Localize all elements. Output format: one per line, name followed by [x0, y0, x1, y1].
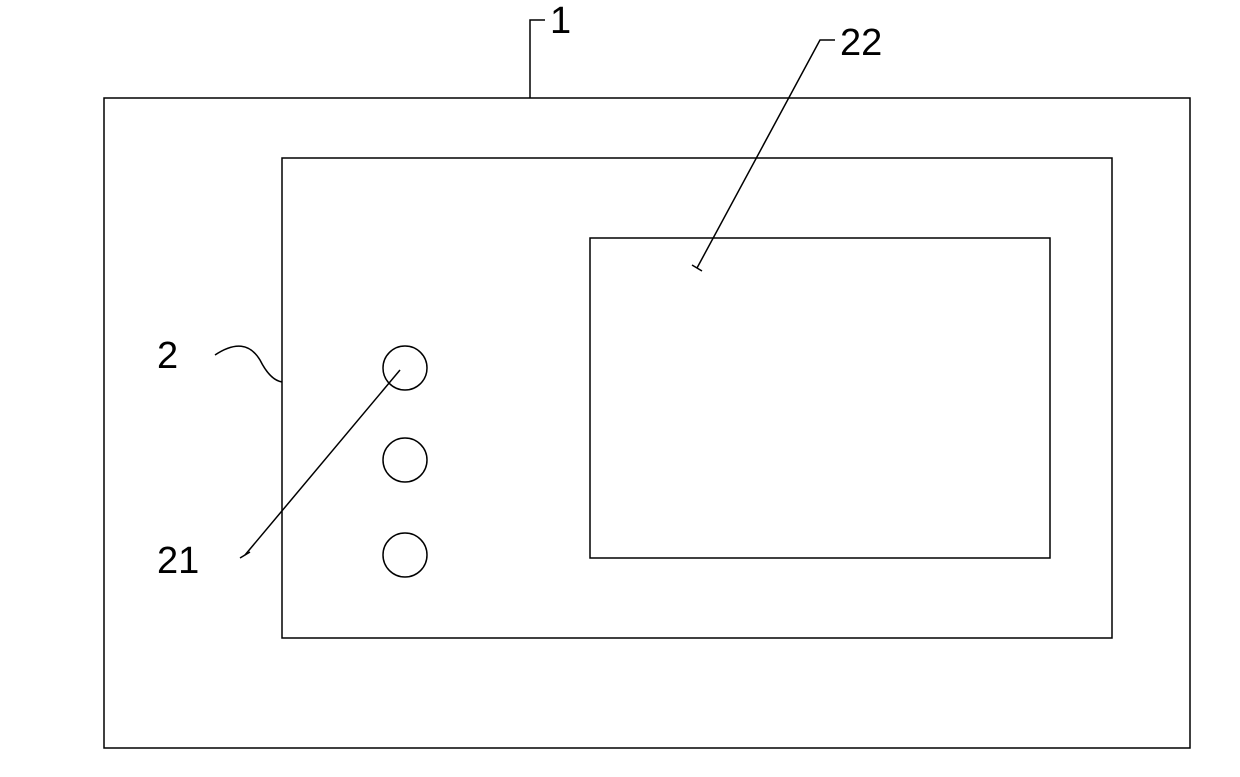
inner-rectangle — [282, 158, 1112, 638]
leader-21-startcap — [240, 552, 250, 558]
leader-22-endtick — [692, 265, 702, 271]
label-1: 1 — [550, 0, 571, 43]
leader-curve-2 — [215, 346, 282, 382]
leader-line-22 — [697, 40, 835, 268]
label-2: 2 — [157, 335, 178, 378]
outer-rectangle — [104, 98, 1190, 748]
label-22: 22 — [840, 22, 882, 65]
label-21: 21 — [157, 540, 199, 583]
leader-line-21 — [245, 370, 400, 555]
small-rectangle — [590, 238, 1050, 558]
circle-middle — [383, 438, 427, 482]
technical-diagram: 1 2 21 22 — [0, 0, 1240, 777]
leader-line-1 — [530, 20, 545, 98]
circle-bottom — [383, 533, 427, 577]
diagram-svg — [0, 0, 1240, 777]
